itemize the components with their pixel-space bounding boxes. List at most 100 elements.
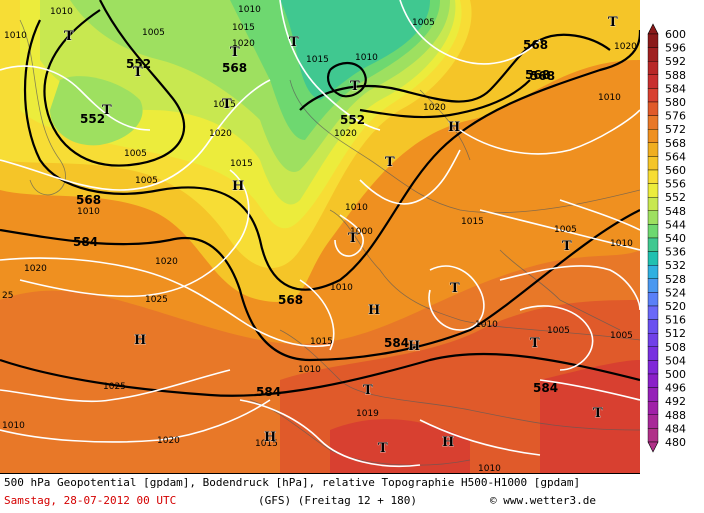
pressure-label: 1020: [423, 103, 446, 113]
legend-swatch: [647, 33, 659, 48]
low-pressure-marker: T: [530, 336, 540, 351]
low-pressure-marker: T: [385, 155, 395, 170]
legend-value: 592: [665, 55, 686, 68]
legend-value: 536: [665, 246, 686, 259]
geopotential-label: 568: [530, 69, 555, 83]
legend-swatch: [647, 210, 659, 225]
field-band-lowwest: [50, 76, 143, 146]
legend-swatch: [647, 360, 659, 375]
legend-swatch: [647, 61, 659, 76]
legend-swatch: [647, 88, 659, 103]
low-pressure-marker: T: [608, 15, 618, 30]
legend-swatch: [647, 278, 659, 293]
legend-value: 560: [665, 164, 686, 177]
legend-swatch: [647, 305, 659, 320]
pressure-label: 1015: [310, 337, 333, 347]
pressure-label: 1010: [478, 464, 501, 473]
legend-value: 564: [665, 150, 686, 163]
pressure-label: 1010: [238, 5, 261, 15]
legend-value: 484: [665, 422, 686, 435]
pressure-label: 1010: [330, 283, 353, 293]
pressure-label: 1019: [356, 409, 379, 419]
legend-cap-top: [647, 23, 659, 35]
high-pressure-marker: H: [448, 120, 460, 135]
high-pressure-marker: H: [134, 333, 146, 348]
pressure-label: 1005: [135, 176, 158, 186]
legend-value: 596: [665, 42, 686, 55]
map-description: 500 hPa Geopotential [gpdam], Bodendruck…: [4, 476, 581, 489]
legend-value: 532: [665, 259, 686, 272]
legend-swatch: [647, 156, 659, 171]
legend-swatch: [647, 319, 659, 334]
pressure-label: 1020: [24, 264, 47, 274]
geopotential-label: 568: [523, 38, 548, 52]
low-pressure-marker: T: [222, 97, 232, 112]
legend-value: 496: [665, 382, 686, 395]
pressure-label: 1005: [412, 18, 435, 28]
legend-value: 524: [665, 286, 686, 299]
footer-info-line: Samstag, 28-07-2012 00 UTC (GFS) (Freita…: [4, 494, 596, 507]
low-pressure-marker: T: [102, 103, 112, 118]
isobars: [0, 0, 640, 468]
pressure-label: 1015: [255, 439, 278, 449]
legend-swatch: [647, 115, 659, 130]
legend-value: 548: [665, 205, 686, 218]
legend-swatch: [647, 387, 659, 402]
pressure-label: 1005: [610, 331, 633, 341]
pressure-label: 1020: [157, 436, 180, 446]
pressure-label: 1010: [475, 320, 498, 330]
pressure-label: 1010: [2, 421, 25, 431]
pressure-label: 1010: [598, 93, 621, 103]
pressure-label: 1010: [298, 365, 321, 375]
legend-swatch: [647, 74, 659, 89]
pressure-label: 25: [2, 291, 13, 301]
pressure-label: 1020: [334, 129, 357, 139]
pressure-label: 1015: [461, 217, 484, 227]
geopotential-label: 552: [80, 112, 105, 126]
pressure-label: 1005: [547, 326, 570, 336]
pressure-label: 1010: [77, 207, 100, 217]
low-pressure-marker: T: [363, 383, 373, 398]
legend-value: 552: [665, 191, 686, 204]
legend-swatch: [647, 47, 659, 62]
legend-swatch: [647, 101, 659, 116]
legend-swatch: [647, 292, 659, 307]
geopotential-label: 552: [340, 113, 365, 127]
weather-map: 552 552 568 568 552 568 568 568 584 568 …: [0, 0, 640, 473]
copyright: © www.wetter3.de: [490, 494, 596, 507]
legend-value: 488: [665, 409, 686, 422]
legend-value: 512: [665, 327, 686, 340]
legend-value: 504: [665, 354, 686, 367]
pressure-label: 1015: [232, 23, 255, 33]
low-pressure-marker: T: [64, 29, 74, 44]
high-pressure-marker: H: [442, 435, 454, 450]
legend-value: 572: [665, 123, 686, 136]
pressure-label: 1010: [345, 203, 368, 213]
pressure-label: 1010: [50, 7, 73, 17]
legend-value: 528: [665, 273, 686, 286]
high-pressure-marker: H: [264, 430, 276, 445]
color-scale-legend: 6005965925885845805765725685645605565525…: [640, 0, 704, 473]
legend-value: 568: [665, 137, 686, 150]
low-pressure-marker: T: [348, 231, 358, 246]
low-pressure-marker: T: [562, 239, 572, 254]
legend-swatch: [647, 346, 659, 361]
pressure-label: 1020: [232, 39, 255, 49]
legend-swatch: [647, 237, 659, 252]
legend-value: 480: [665, 436, 686, 449]
geopotential-label: 568: [278, 293, 303, 307]
map-footer: 500 hPa Geopotential [gpdam], Bodendruck…: [0, 473, 640, 513]
field-band-hottest: [330, 419, 470, 473]
geopotential-label: 584: [73, 235, 98, 249]
legend-swatch: [647, 196, 659, 211]
pressure-label: 1010: [4, 31, 27, 41]
legend-value: 576: [665, 110, 686, 123]
legend-value: 500: [665, 368, 686, 381]
legend-value: 588: [665, 69, 686, 82]
legend-value: 584: [665, 82, 686, 95]
geopotential-label: 568: [525, 68, 550, 82]
pressure-label: 1020: [155, 257, 178, 267]
low-pressure-marker: T: [289, 35, 299, 50]
pressure-label: 1005: [554, 225, 577, 235]
legend-value: 600: [665, 28, 686, 41]
